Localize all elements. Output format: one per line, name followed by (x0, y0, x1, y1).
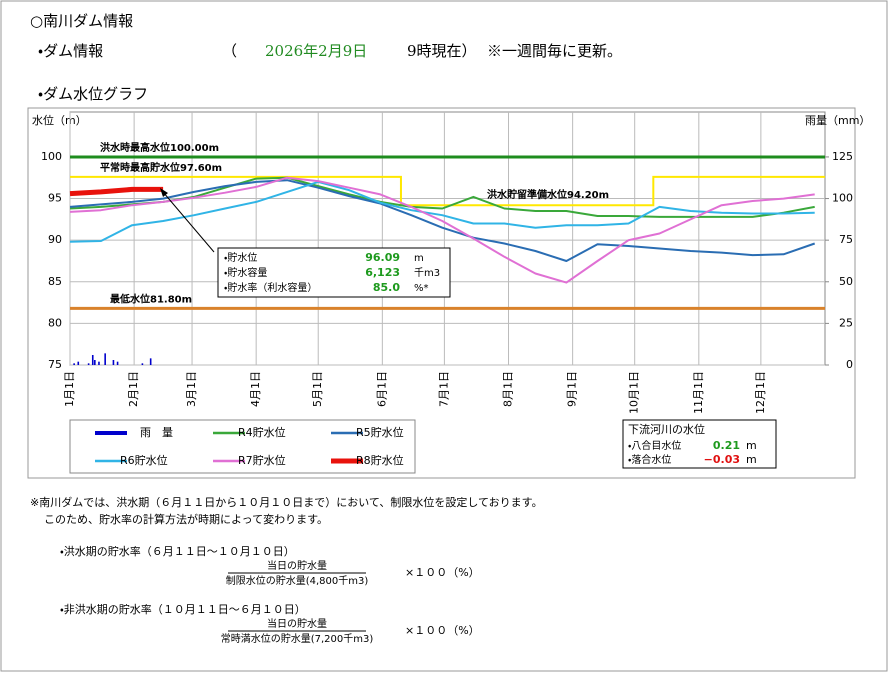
legend-label: R5貯水位 (356, 426, 404, 439)
legend (69, 419, 416, 474)
x-tick-label: 1月1日 (63, 371, 76, 407)
x-tick-label: 11月1日 (692, 371, 705, 414)
legend-label: R7貯水位 (238, 454, 286, 467)
info-date: 2026年2月9日 (265, 42, 367, 60)
x-tick-label: 3月1日 (185, 371, 198, 407)
downstream-value: 0.21 (713, 439, 740, 452)
rain-bar (87, 363, 90, 365)
info-note: ※一週間毎に更新。 (487, 42, 622, 60)
x-tick-label: 4月1日 (249, 371, 262, 407)
y2-tick-label: 125 (832, 150, 853, 163)
page-title: ○南川ダム情報 (30, 12, 133, 30)
y2-tick-label: 0 (846, 358, 853, 371)
y-tick-label: 95 (48, 192, 62, 205)
reference-label: 最低水位81.80m (110, 292, 192, 305)
callout-arrow (162, 191, 215, 253)
callout-arrowhead (160, 188, 168, 197)
y2-tick-label: 25 (839, 316, 853, 329)
rain-bar (116, 361, 119, 365)
info-label: ・貯水位 (224, 251, 257, 264)
formula-factor: ×１００（%） (405, 566, 480, 579)
info-open: （ (222, 42, 237, 60)
formula-denominator: 制限水位の貯水量(4,800千m3) (226, 574, 369, 587)
info-time: 9時現在） (407, 42, 477, 60)
info-unit: 千m3 (414, 267, 440, 279)
x-tick-label: 6月1日 (375, 371, 388, 407)
info-label: ・貯水容量 (224, 266, 267, 279)
series-line (69, 180, 815, 243)
y2-tick-label: 100 (832, 192, 853, 205)
formula-numerator: 当日の貯水量 (267, 559, 327, 572)
y-tick-label: 75 (48, 358, 62, 371)
series-line (69, 179, 816, 262)
y-tick-label: 85 (48, 275, 62, 288)
series-line (69, 176, 815, 284)
downstream-box (622, 419, 777, 469)
info-value: 6,123 (365, 266, 400, 279)
info-value: 96.09 (365, 251, 400, 264)
rain-bar (73, 363, 75, 365)
legend-items: 雨 量 R4貯水位 R5貯水位 R6貯水位 R7貯水位 R8貯水位 (95, 426, 404, 467)
x-tick-label: 12月1日 (754, 371, 767, 414)
info-unit: m (414, 253, 424, 264)
downstream-title: 下流河川の水位 (628, 423, 705, 436)
rain-bar (112, 360, 115, 365)
x-tick-label: 8月1日 (502, 371, 515, 407)
y2-axis-title: 雨量（mm） (805, 114, 870, 127)
x-tick-label: 7月1日 (437, 371, 450, 407)
downstream-label: ・落合水位 (628, 453, 671, 466)
x-tick-label: 10月1日 (628, 371, 641, 414)
formula-label: ・洪水期の貯水率（６月１１日～１０月１０日） (60, 544, 295, 558)
graph-heading: ・ダム水位グラフ (38, 85, 148, 103)
limit-line (70, 175, 825, 207)
plot: 75 80 85 90 95 100 0 25 50 75 100 125 1月1日 2月1日 3月1日 4月… (41, 112, 853, 414)
note: このため、貯水率の計算方法が時期によって変わります。 (44, 512, 328, 526)
formula-label: ・非洪水期の貯水率（１０月１１日～６月１０日） (60, 602, 306, 616)
x-tick-label: 5月1日 (311, 371, 324, 407)
limit-label: 平常時最高貯水位97.60m (100, 161, 222, 174)
rain-bar (91, 355, 94, 365)
formula-factor: ×１００（%） (405, 624, 480, 637)
x-tick-label: 2月1日 (127, 371, 140, 407)
legend-label: 雨 量 (140, 426, 173, 439)
rain-bar (149, 358, 152, 365)
downstream-unit: m (746, 453, 757, 466)
y-axis-title: 水位（m） (32, 114, 87, 127)
reference-label: 洪水時最高水位100.00m (100, 141, 219, 154)
x-tick-label: 9月1日 (566, 371, 579, 407)
legend-label: R8貯水位 (356, 454, 404, 467)
y-tick-label: 90 (48, 233, 62, 246)
downstream-value: −0.03 (704, 453, 740, 466)
info-unit: %* (414, 283, 429, 294)
y-tick-label: 80 (48, 316, 62, 329)
rain-bar (98, 361, 100, 365)
formula-numerator: 当日の貯水量 (267, 617, 327, 630)
limit-label: 洪水貯留準備水位94.20m (487, 188, 609, 201)
legend-label: R4貯水位 (238, 426, 286, 439)
info-value: 85.0 (373, 281, 400, 294)
downstream-label: ・八合目水位 (628, 439, 681, 452)
rain-bar (104, 353, 106, 365)
y2-tick-label: 50 (839, 275, 853, 288)
info-label: ・ダム情報 (38, 42, 103, 60)
y2-tick-label: 75 (839, 233, 853, 246)
series-line (69, 186, 164, 197)
rain-bar (77, 361, 80, 365)
note: ※南川ダムでは、洪水期（６月１１日から１０月１０日まで）において、制限水位を設定… (30, 495, 543, 509)
info-label: ・貯水率（利水容量） (224, 281, 317, 294)
formulas: ・洪水期の貯水率（６月１１日～１０月１０日）当日の貯水量制限水位の貯水量(4,8… (60, 544, 480, 645)
rain-bar (94, 360, 96, 365)
downstream-unit: m (746, 439, 757, 452)
formula-denominator: 常時満水位の貯水量(7,200千m3) (221, 632, 374, 645)
info-box (217, 247, 451, 298)
y-tick-label: 100 (41, 150, 62, 163)
downstream-rows: ・八合目水位 0.21 m ・落合水位 −0.03 m (628, 439, 757, 466)
legend-label: R6貯水位 (120, 454, 168, 467)
info-box-rows: ・貯水位 96.09 m ・貯水容量 6,123 千m3 ・貯水率（利水容量） 85.0 %* (224, 251, 440, 294)
rain-bar (141, 363, 144, 365)
